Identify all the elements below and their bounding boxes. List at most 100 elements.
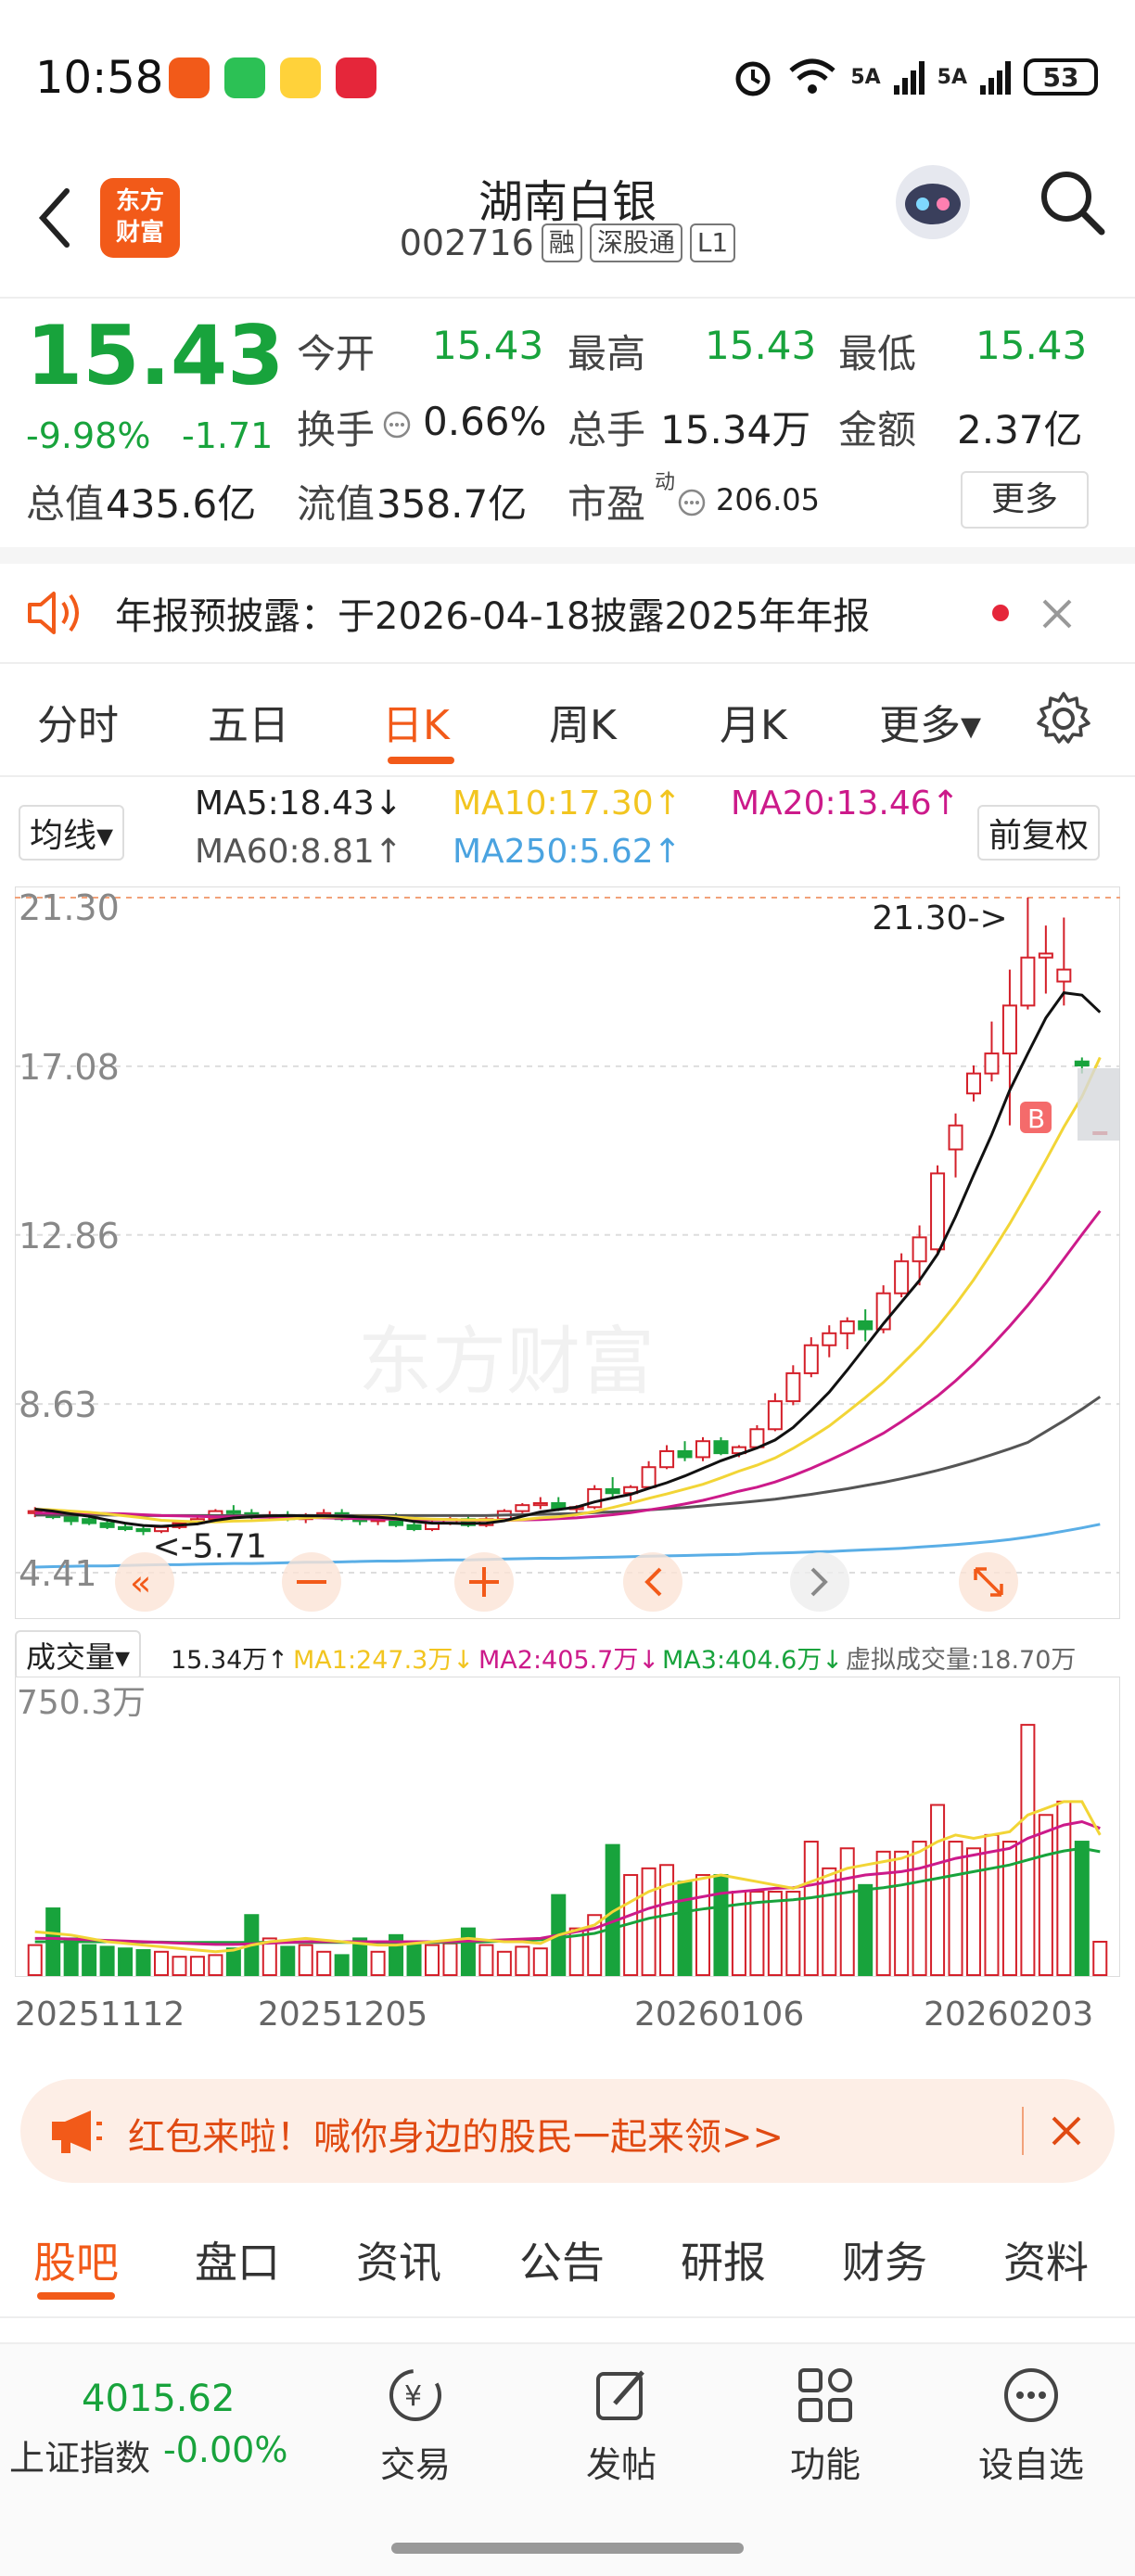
signal-icon: [893, 59, 925, 95]
date-tick: 20260203: [924, 1996, 1094, 2034]
divider: [1022, 2107, 1024, 2155]
post-button[interactable]: 发帖: [538, 2363, 705, 2487]
trade-button[interactable]: ¥ 交易: [332, 2363, 499, 2487]
volume-bar: [605, 1843, 620, 1976]
candle: [406, 1524, 422, 1531]
promo-text[interactable]: 红包来啦！喊你身边的股民一起来领>>: [128, 2116, 784, 2159]
low-label: 最低: [838, 331, 917, 376]
trade-label: 交易: [379, 2444, 451, 2485]
tab-financials[interactable]: 财务: [842, 2238, 927, 2288]
low-value: 15.43: [976, 323, 1088, 368]
y-tick-label: 4.41: [19, 1553, 97, 1594]
search-icon[interactable]: [1037, 167, 1107, 237]
volume-bar: [1074, 1841, 1090, 1976]
add-watchlist-button[interactable]: 设自选: [948, 2363, 1115, 2487]
volume-bar: [27, 1944, 43, 1976]
logo-text: 财富: [115, 219, 164, 247]
volume-bar: [334, 1954, 350, 1976]
tab-profile[interactable]: 资料: [1003, 2238, 1089, 2288]
volume-bar: [442, 1942, 458, 1976]
app-notification-icon: [169, 57, 210, 98]
amount-label: 金额: [838, 407, 917, 453]
volume-indicator-select[interactable]: 成交量▾: [15, 1630, 142, 1680]
index-name[interactable]: 上证指数: [9, 2438, 151, 2479]
home-indicator[interactable]: [391, 2543, 744, 2554]
video-app-icon: [280, 57, 321, 98]
index-value[interactable]: 4015.62: [82, 2378, 236, 2420]
unread-dot: [992, 605, 1009, 621]
date-tick: 20251112: [15, 1996, 185, 2034]
volume-bar: [568, 1927, 584, 1976]
active-tab-indicator: [388, 757, 454, 764]
candle: [839, 1320, 855, 1334]
step-right-button[interactable]: [790, 1552, 849, 1612]
candle: [1074, 1060, 1090, 1067]
candle: [641, 1466, 657, 1488]
tab-forum[interactable]: 股吧: [33, 2238, 119, 2288]
candle: [1056, 968, 1072, 983]
min-price-label: <-5.71: [153, 1527, 267, 1565]
info-icon[interactable]: [382, 410, 412, 440]
candle: [135, 1528, 151, 1533]
notice-text[interactable]: 年报预披露：于2026-04-18披露2025年年报: [115, 595, 871, 638]
volume-bar: [822, 1867, 837, 1976]
tab-more[interactable]: 更多▾: [879, 702, 982, 749]
expand-icon: [974, 1567, 1003, 1597]
volume-bar: [406, 1941, 422, 1977]
close-icon[interactable]: [1050, 2114, 1083, 2148]
watermark: 东方财富: [358, 1319, 655, 1405]
tab-weekly-k[interactable]: 周K: [549, 702, 617, 749]
functions-button[interactable]: 功能: [742, 2363, 909, 2487]
buy-marker[interactable]: B: [1020, 1102, 1052, 1134]
candle: [822, 1332, 837, 1346]
candle: [99, 1522, 115, 1528]
volume-bar: [1020, 1724, 1036, 1976]
ma5-label: MA5:18.43↓: [195, 784, 402, 823]
candle: [515, 1504, 530, 1512]
notice-bar[interactable]: 年报预披露：于2026-04-18披露2025年年报: [0, 562, 1135, 664]
network-label: 5A: [937, 65, 967, 89]
tab-news[interactable]: 资讯: [356, 2238, 441, 2288]
adjust-select[interactable]: 前复权: [977, 805, 1101, 861]
change-amount: -1.71: [182, 415, 274, 456]
volume-bar: [118, 1947, 134, 1977]
indicator-select[interactable]: 均线▾: [19, 805, 125, 861]
close-icon[interactable]: [1039, 595, 1076, 632]
y-tick-label: 8.63: [19, 1384, 97, 1425]
quote-panel: 15.43 -9.98% -1.71 今开 15.43 最高 15.43 最低 …: [0, 299, 1135, 564]
promo-banner[interactable]: 红包来啦！喊你身边的股民一起来领>>: [20, 2079, 1115, 2183]
settings-gear-icon[interactable]: [1035, 690, 1092, 747]
ma20-label: MA20:13.46↑: [731, 784, 960, 823]
tab-daily-k[interactable]: 日K: [382, 702, 450, 749]
tab-five-day[interactable]: 五日: [208, 702, 289, 749]
float-label: 流值: [297, 481, 376, 527]
candle: [118, 1525, 134, 1531]
volume-bar: [1038, 1814, 1053, 1976]
volume-bar: [515, 1945, 530, 1976]
tab-monthly-k[interactable]: 月K: [720, 702, 787, 749]
more-button[interactable]: 更多: [961, 471, 1089, 529]
more-dots-icon: [1004, 2368, 1058, 2422]
tab-research[interactable]: 研报: [681, 2238, 766, 2288]
volume-bar: [930, 1804, 946, 1976]
index-change[interactable]: -0.00%: [163, 2429, 288, 2470]
volume-chart[interactable]: 750.3万: [15, 1677, 1120, 1977]
tab-intraday[interactable]: 分时: [37, 702, 119, 749]
volume-bar: [912, 1841, 927, 1976]
tab-announcements[interactable]: 公告: [519, 2238, 605, 2288]
rewind-button[interactable]: [115, 1552, 174, 1612]
edit-icon: [596, 2370, 644, 2420]
robot-assistant-icon[interactable]: [888, 158, 977, 247]
back-arrow-icon[interactable]: [35, 185, 72, 250]
step-left-button[interactable]: [623, 1552, 682, 1612]
wifi-icon: [789, 58, 835, 94]
candlestick-chart[interactable]: 东方财富 21.30 17.08 12.86 8.63 4.41 21.30-> <-5…: [15, 886, 1120, 1619]
candle: [767, 1400, 783, 1431]
chart-edge-handle[interactable]: [1078, 1068, 1120, 1141]
tab-order-book[interactable]: 盘口: [195, 2238, 280, 2288]
x-axis-dates: 20251112 20251205 20260106 20260203: [15, 1988, 1120, 2044]
volume-label: 总手: [568, 407, 646, 453]
signal-icon: [980, 59, 1011, 95]
info-icon[interactable]: [677, 488, 707, 517]
volume-bar: [424, 1944, 440, 1976]
